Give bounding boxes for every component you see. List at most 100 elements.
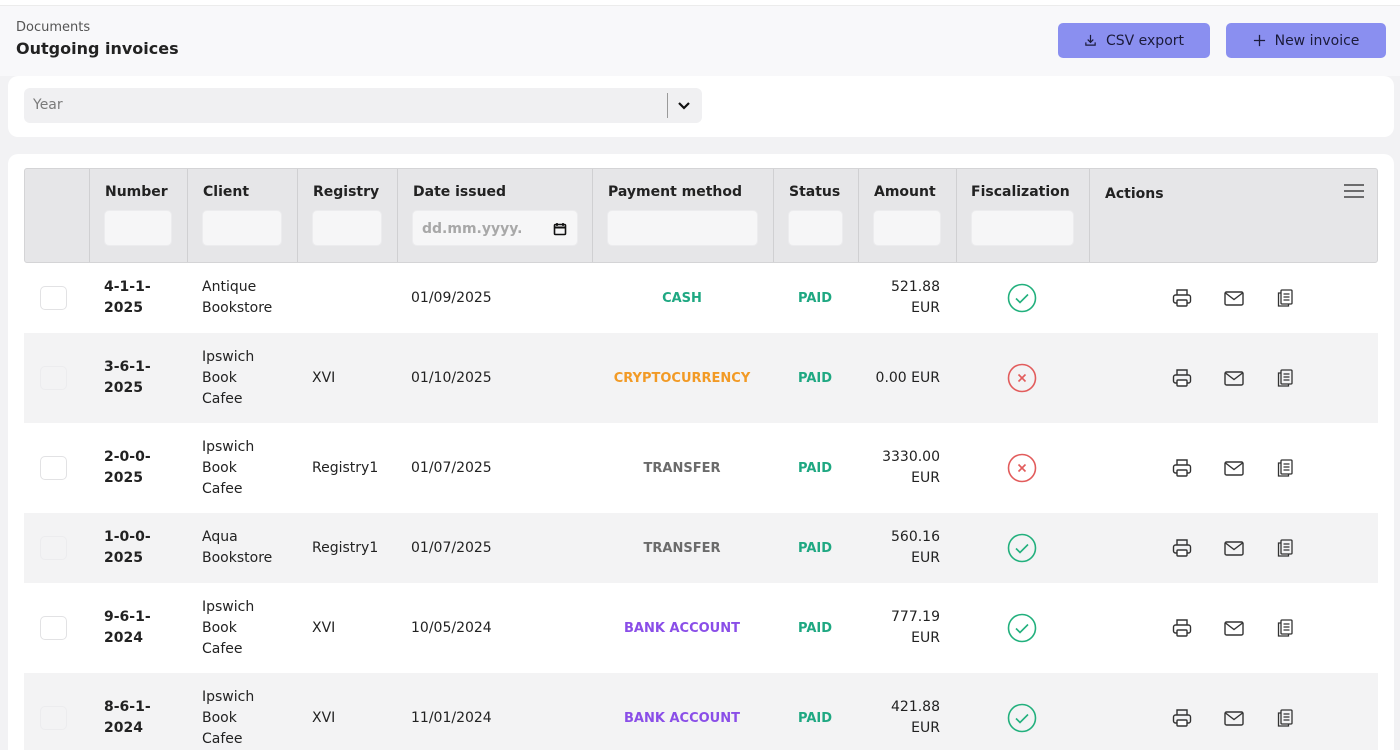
table-row[interactable]: 8-6-1- 2024 Ipswich Book Cafee XVI 11/01/2024 B… (24, 673, 1378, 750)
column-menu-icon[interactable] (1343, 183, 1365, 199)
copy-icon[interactable] (1274, 537, 1296, 559)
table-row[interactable]: 4-1-1- 2025 Antique Bookstore 01/09/2025 CASH… (24, 263, 1378, 333)
filter-status-input[interactable] (788, 210, 843, 246)
col-fiscalization-label[interactable]: Fiscalization (971, 184, 1070, 200)
fiscalized-fail-icon (1007, 363, 1037, 393)
plus-icon (1253, 34, 1265, 47)
invoice-number[interactable]: 9-6-1- 2024 (104, 607, 151, 649)
mail-icon[interactable] (1223, 537, 1245, 559)
line: Book (202, 369, 237, 386)
line: Book (202, 709, 237, 726)
fiscalized-fail-icon (1007, 453, 1037, 483)
filter-amount-input[interactable] (873, 210, 941, 246)
client-name: Antique Bookstore (202, 277, 272, 319)
mail-icon[interactable] (1223, 617, 1245, 639)
row-checkbox[interactable] (40, 536, 67, 560)
table-header: Number Client Registry Date issued dd.mm… (24, 168, 1378, 263)
line: Cafee (202, 390, 243, 407)
copy-icon[interactable] (1274, 457, 1296, 479)
line: 560.16 (891, 529, 940, 545)
chevron-down-icon[interactable] (672, 94, 696, 118)
print-icon[interactable] (1171, 287, 1193, 309)
row-checkbox[interactable] (40, 366, 67, 390)
print-icon[interactable] (1171, 617, 1193, 639)
col-payment-method-label[interactable]: Payment method (608, 184, 743, 200)
print-icon[interactable] (1171, 367, 1193, 389)
amount-value: 560.16 EUR (868, 527, 940, 569)
line: 9-6-1- (104, 609, 151, 625)
col-client-label[interactable]: Client (203, 184, 250, 200)
amount-value: 521.88 EUR (868, 277, 940, 319)
mail-icon[interactable] (1223, 287, 1245, 309)
col-amount: Amount (858, 169, 956, 262)
payment-method-value: CRYPTOCURRENCY (613, 371, 751, 386)
date-issued-value: 01/10/2025 (411, 370, 492, 386)
col-date-issued: Date issued dd.mm.yyyy. (397, 169, 592, 262)
date-issued-value: 01/09/2025 (411, 290, 492, 306)
mail-icon[interactable] (1223, 707, 1245, 729)
line: EUR (911, 300, 940, 316)
filter-fiscalization-input[interactable] (971, 210, 1074, 246)
copy-icon[interactable] (1274, 287, 1296, 309)
fiscalized-check-icon (1007, 283, 1037, 313)
print-icon[interactable] (1171, 537, 1193, 559)
breadcrumb[interactable]: Documents (16, 20, 91, 35)
mail-icon[interactable] (1223, 367, 1245, 389)
col-number-label[interactable]: Number (105, 184, 168, 200)
payment-method-value: BANK ACCOUNT (624, 621, 740, 636)
mail-icon[interactable] (1223, 457, 1245, 479)
row-checkbox[interactable] (40, 286, 67, 310)
invoice-number[interactable]: 8-6-1- 2024 (104, 697, 151, 739)
col-registry: Registry (297, 169, 397, 262)
col-date-issued-label[interactable]: Date issued (413, 184, 507, 200)
print-icon[interactable] (1171, 457, 1193, 479)
client-name: Aqua Bookstore (202, 527, 272, 569)
filter-date-input[interactable]: dd.mm.yyyy. (412, 210, 578, 246)
col-registry-label[interactable]: Registry (313, 184, 380, 200)
table-row[interactable]: 1-0-0- 2025 Aqua Bookstore Registry1 01/07/20… (24, 513, 1378, 583)
copy-icon[interactable] (1274, 707, 1296, 729)
invoice-number[interactable]: 2-0-0- 2025 (104, 447, 151, 489)
status-badge: PAID (797, 711, 833, 726)
row-checkbox[interactable] (40, 706, 67, 730)
table-row[interactable]: 2-0-0- 2025 Ipswich Book Cafee Registry1 01/07… (24, 423, 1378, 513)
filter-payment-input[interactable] (607, 210, 758, 246)
copy-icon[interactable] (1274, 367, 1296, 389)
line: 421.88 (891, 699, 940, 715)
line: 521.88 (891, 279, 940, 295)
line: 4-1-1- (104, 279, 151, 295)
col-actions-label: Actions (1105, 186, 1164, 202)
payment-method-value: CASH (662, 291, 702, 306)
filter-registry-input[interactable] (312, 210, 382, 246)
row-checkbox[interactable] (40, 456, 67, 480)
table-row[interactable]: 9-6-1- 2024 Ipswich Book Cafee XVI 10/05/2024 B… (24, 583, 1378, 673)
date-issued-value: 01/07/2025 (411, 460, 492, 476)
page-header: Documents Outgoing invoices CSV export N… (0, 6, 1400, 76)
filter-number-input[interactable] (104, 210, 172, 246)
new-invoice-button[interactable]: New invoice (1226, 23, 1386, 58)
date-issued-value: 01/07/2025 (411, 540, 492, 556)
row-checkbox[interactable] (40, 616, 67, 640)
fiscalized-check-icon (1007, 533, 1037, 563)
copy-icon[interactable] (1274, 617, 1296, 639)
client-name: Ipswich Book Cafee (202, 437, 254, 500)
invoice-number[interactable]: 4-1-1- 2025 (104, 277, 151, 319)
calendar-icon[interactable] (553, 222, 567, 236)
invoice-number[interactable]: 3-6-1- 2025 (104, 357, 151, 399)
date-placeholder: dd.mm.yyyy. (422, 221, 523, 237)
fiscalized-check-icon (1007, 613, 1037, 643)
table-row[interactable]: 3-6-1- 2025 Ipswich Book Cafee XVI 01/10/2025 C… (24, 333, 1378, 423)
csv-export-button[interactable]: CSV export (1058, 23, 1210, 58)
year-select[interactable]: Year (24, 88, 702, 123)
print-icon[interactable] (1171, 707, 1193, 729)
line: Aqua (202, 529, 238, 545)
line: 3330.00 (882, 449, 940, 465)
line: Ipswich (202, 348, 255, 365)
col-amount-label[interactable]: Amount (874, 184, 936, 200)
select-separator (667, 93, 668, 118)
invoice-number[interactable]: 1-0-0- 2025 (104, 527, 151, 569)
amount-value: 3330.00 EUR (868, 447, 940, 489)
col-status-label[interactable]: Status (789, 184, 841, 200)
filter-client-input[interactable] (202, 210, 282, 246)
status-badge: PAID (797, 371, 833, 386)
